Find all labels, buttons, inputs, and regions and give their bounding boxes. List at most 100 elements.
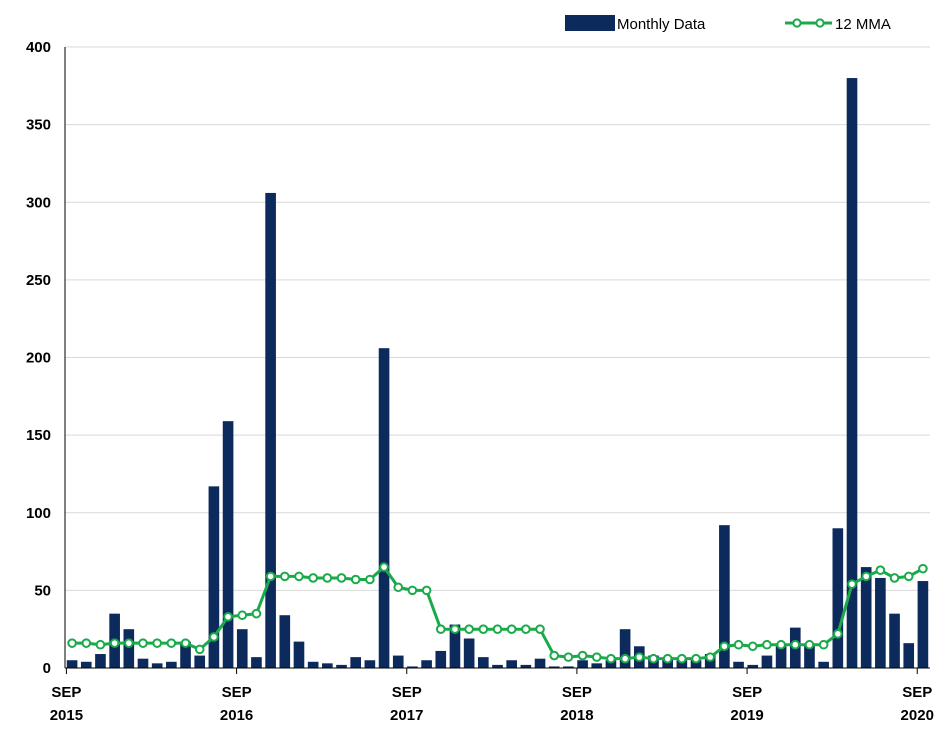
y-tick-label: 150: [26, 427, 51, 444]
line-point: [194, 644, 205, 655]
line-point: [308, 573, 318, 583]
line-point: [379, 562, 389, 572]
line-series-12-mma: [67, 562, 928, 664]
x-axis: [64, 47, 930, 669]
bar: [548, 666, 560, 668]
bar: [676, 660, 688, 668]
bar: [435, 650, 447, 668]
line-point: [662, 653, 673, 664]
line-point: [350, 574, 361, 585]
x-tick-month: SEP: [902, 684, 932, 701]
line-point: [124, 638, 134, 648]
bar: [151, 663, 163, 668]
bar: [478, 657, 489, 668]
bar: [95, 654, 106, 668]
line-point: [294, 571, 304, 582]
bar: [761, 655, 773, 668]
bar: [236, 629, 248, 668]
line-point: [606, 653, 616, 664]
x-tick-month: SEP: [51, 684, 81, 701]
bar: [279, 615, 291, 668]
x-tick-month: SEP: [732, 684, 762, 701]
bar: [520, 664, 532, 668]
bar: [875, 577, 886, 668]
bar: [492, 664, 503, 668]
line-point: [393, 582, 404, 593]
line-point: [889, 573, 900, 583]
x-tick-year: 2016: [220, 707, 253, 724]
bar: [336, 664, 347, 668]
bar: [194, 655, 206, 668]
line-point: [762, 639, 772, 650]
bar: [775, 646, 787, 668]
line-point: [776, 639, 786, 650]
x-tick-year: 2020: [901, 707, 934, 724]
line-point: [450, 624, 460, 634]
y-tick-label: 200: [26, 350, 51, 367]
bar: [307, 661, 319, 668]
line-point: [166, 638, 177, 648]
bar: [818, 661, 829, 668]
line-point: [138, 638, 148, 648]
line-point: [492, 624, 503, 634]
bar: [322, 663, 333, 668]
bar: [903, 643, 915, 668]
line-point: [691, 653, 701, 664]
line-point: [818, 639, 829, 650]
legend-label-12-mma: 12 MMA: [835, 16, 891, 33]
line-point: [152, 638, 162, 648]
line-point: [563, 652, 574, 662]
line-point: [733, 639, 744, 650]
legend-swatch-monthly-data: [565, 15, 615, 31]
bar: [917, 581, 929, 668]
line-point: [67, 638, 77, 648]
bar: [889, 613, 900, 668]
bar: [463, 638, 475, 668]
bar: [733, 661, 744, 668]
bar: [222, 421, 234, 668]
legend: Monthly Data 12 MMA: [565, 15, 891, 33]
x-tick-month: SEP: [222, 684, 252, 701]
line-point: [237, 610, 248, 621]
bar: [166, 661, 177, 668]
y-tick-label: 300: [26, 194, 51, 211]
line-point: [464, 624, 474, 634]
x-tick-month: SEP: [392, 684, 422, 701]
line-point: [506, 624, 517, 634]
line-point: [620, 653, 630, 664]
bar: [449, 624, 461, 668]
bar: [80, 661, 92, 668]
bar: [860, 567, 872, 668]
bar: [605, 660, 617, 668]
line-point: [903, 571, 914, 582]
line-point: [478, 624, 489, 634]
line-point: [634, 652, 645, 662]
bar: [534, 658, 546, 668]
line-point: [435, 624, 446, 634]
line-point: [790, 639, 801, 650]
line-point: [861, 571, 871, 582]
x-axis-ticks: SEP 2015 SEP 2016 SEP 2017 SEP 2018 SEP 2019 SEP 20…: [50, 668, 934, 724]
x-tick-year: 2019: [730, 707, 763, 724]
bar: [378, 348, 390, 668]
line-point: [95, 639, 106, 650]
y-tick-label: 250: [26, 272, 51, 289]
line-point: [223, 611, 233, 622]
bar: [506, 660, 517, 668]
line-point: [407, 585, 418, 596]
bar: [421, 660, 432, 668]
legend-marker-12-mma: [792, 18, 802, 28]
line-point: [535, 624, 545, 634]
y-tick-label: 0: [43, 660, 51, 677]
line-point: [109, 638, 120, 648]
line-point: [521, 624, 531, 634]
bar: [577, 660, 588, 668]
x-tick-year: 2018: [560, 707, 593, 724]
bar: [293, 641, 305, 668]
bar-series-monthly-data: [66, 78, 929, 669]
bar: [392, 655, 404, 668]
legend-label-monthly-data: Monthly Data: [617, 16, 706, 33]
bar: [804, 644, 815, 668]
y-tick-label: 400: [26, 39, 51, 56]
line-point: [677, 653, 687, 664]
